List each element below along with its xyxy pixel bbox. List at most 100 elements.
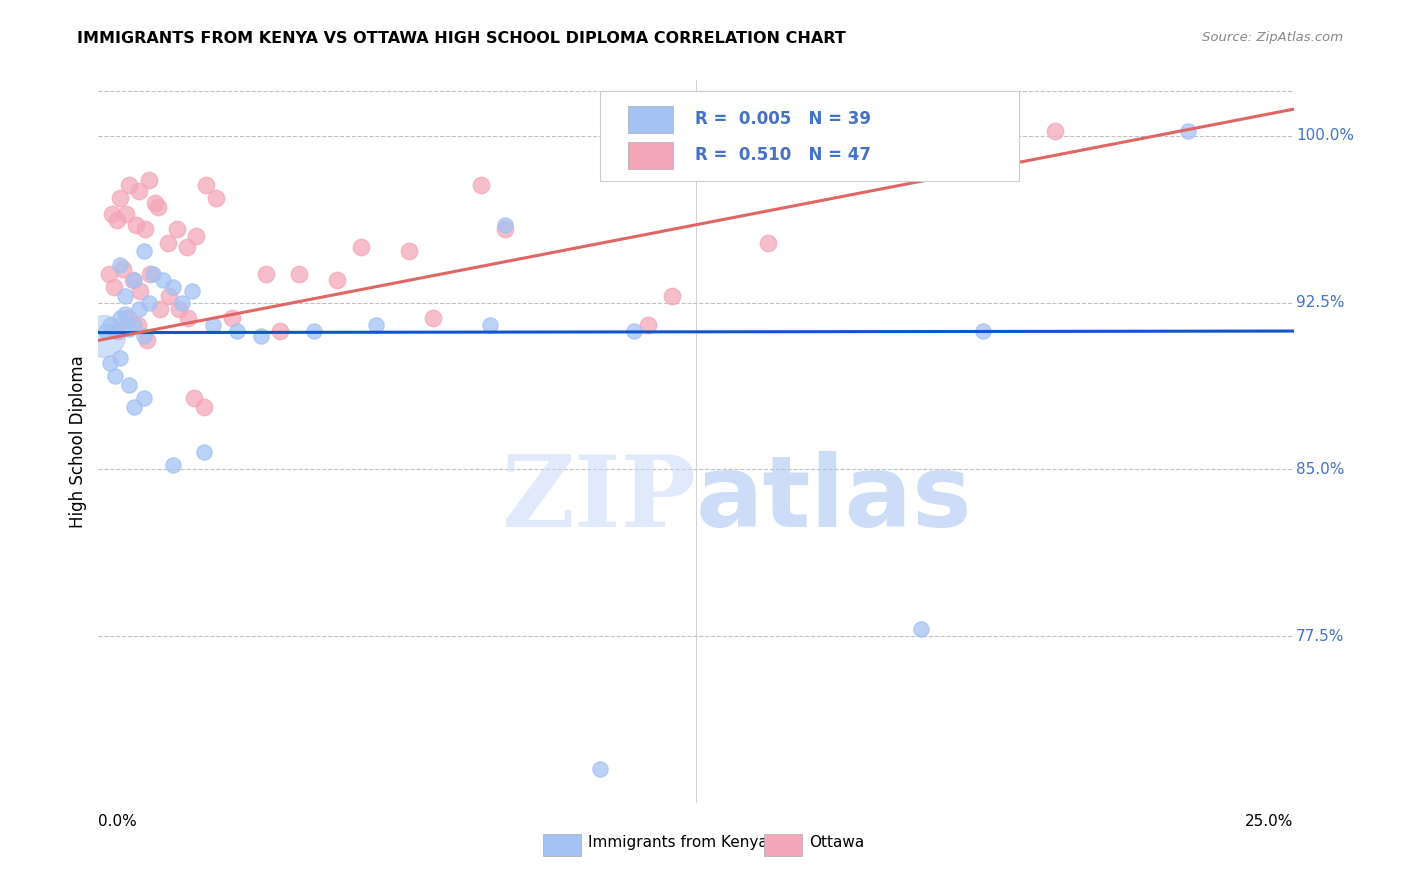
Text: Source: ZipAtlas.com: Source: ZipAtlas.com xyxy=(1202,31,1343,45)
Point xyxy=(118,377,141,392)
Point xyxy=(142,267,165,281)
Point xyxy=(104,325,127,339)
Point xyxy=(128,302,150,317)
Point xyxy=(250,329,273,343)
Text: 92.5%: 92.5% xyxy=(1296,295,1344,310)
Point xyxy=(637,318,659,332)
Point xyxy=(422,311,444,326)
Point xyxy=(479,318,502,332)
Text: 0.0%: 0.0% xyxy=(98,814,138,829)
Text: atlas: atlas xyxy=(696,450,973,548)
Point xyxy=(756,235,779,250)
Y-axis label: High School Diploma: High School Diploma xyxy=(69,355,87,528)
Point xyxy=(162,280,184,294)
Point xyxy=(128,185,150,199)
Point xyxy=(93,329,115,343)
Point xyxy=(172,295,194,310)
Point xyxy=(589,763,612,777)
Point xyxy=(136,334,159,348)
Point xyxy=(195,178,218,192)
Text: IMMIGRANTS FROM KENYA VS OTTAWA HIGH SCHOOL DIPLOMA CORRELATION CHART: IMMIGRANTS FROM KENYA VS OTTAWA HIGH SCH… xyxy=(77,31,846,46)
Point xyxy=(124,400,146,414)
Point xyxy=(183,391,205,405)
Point xyxy=(124,273,146,287)
Point xyxy=(98,356,122,370)
Point xyxy=(326,273,349,287)
Text: 85.0%: 85.0% xyxy=(1296,462,1344,477)
Point xyxy=(254,267,277,281)
Point xyxy=(118,322,141,336)
Point xyxy=(202,318,225,332)
Point xyxy=(398,244,420,259)
Point xyxy=(149,302,172,317)
Text: 77.5%: 77.5% xyxy=(1296,629,1344,643)
Point xyxy=(108,258,131,272)
Text: 25.0%: 25.0% xyxy=(1246,814,1294,829)
Point xyxy=(108,351,131,366)
Point xyxy=(152,273,174,287)
Point xyxy=(132,244,155,259)
FancyBboxPatch shape xyxy=(628,142,673,169)
FancyBboxPatch shape xyxy=(543,834,581,855)
Point xyxy=(193,400,215,414)
FancyBboxPatch shape xyxy=(600,91,1019,181)
Point xyxy=(143,195,166,210)
Point xyxy=(134,222,156,236)
Point xyxy=(94,325,117,339)
FancyBboxPatch shape xyxy=(628,105,673,133)
Point xyxy=(910,623,932,637)
Point xyxy=(1043,124,1066,138)
Point xyxy=(103,280,125,294)
Point xyxy=(101,207,124,221)
Point xyxy=(156,235,179,250)
Point xyxy=(176,240,198,254)
Point xyxy=(115,207,138,221)
Point xyxy=(972,325,994,339)
Point xyxy=(138,173,160,187)
Point xyxy=(661,289,683,303)
Point xyxy=(129,285,152,299)
Point xyxy=(350,240,373,254)
Point xyxy=(177,311,200,326)
Point xyxy=(107,325,129,339)
Point xyxy=(127,318,149,332)
Point xyxy=(302,325,325,339)
Point xyxy=(204,191,226,205)
Point xyxy=(470,178,492,192)
Point xyxy=(226,325,249,339)
Point xyxy=(221,311,243,326)
Point xyxy=(108,191,131,205)
FancyBboxPatch shape xyxy=(763,834,803,855)
Point xyxy=(121,273,143,287)
Point xyxy=(148,200,170,214)
Text: R =  0.510   N = 47: R = 0.510 N = 47 xyxy=(695,146,870,164)
Point xyxy=(132,391,155,405)
Point xyxy=(138,295,160,310)
Point xyxy=(162,458,184,472)
Point xyxy=(193,444,215,458)
Point xyxy=(186,228,208,243)
Point xyxy=(118,178,141,192)
Point xyxy=(117,311,139,326)
Point xyxy=(105,213,128,227)
Point xyxy=(166,222,188,236)
Point xyxy=(124,318,146,332)
Point xyxy=(623,325,645,339)
Point xyxy=(97,267,120,281)
Point xyxy=(108,311,131,326)
Point xyxy=(157,289,180,303)
Point xyxy=(114,289,136,303)
Text: ZIP: ZIP xyxy=(501,450,696,548)
Point xyxy=(125,218,148,232)
Point xyxy=(364,318,387,332)
Point xyxy=(139,267,162,281)
Text: Immigrants from Kenya: Immigrants from Kenya xyxy=(589,835,768,850)
Point xyxy=(114,307,136,321)
Point xyxy=(112,262,135,277)
Point xyxy=(1177,124,1199,138)
Point xyxy=(288,267,311,281)
Point xyxy=(494,218,516,232)
Point xyxy=(132,329,155,343)
Point xyxy=(167,302,190,317)
Text: R =  0.005   N = 39: R = 0.005 N = 39 xyxy=(695,111,870,128)
